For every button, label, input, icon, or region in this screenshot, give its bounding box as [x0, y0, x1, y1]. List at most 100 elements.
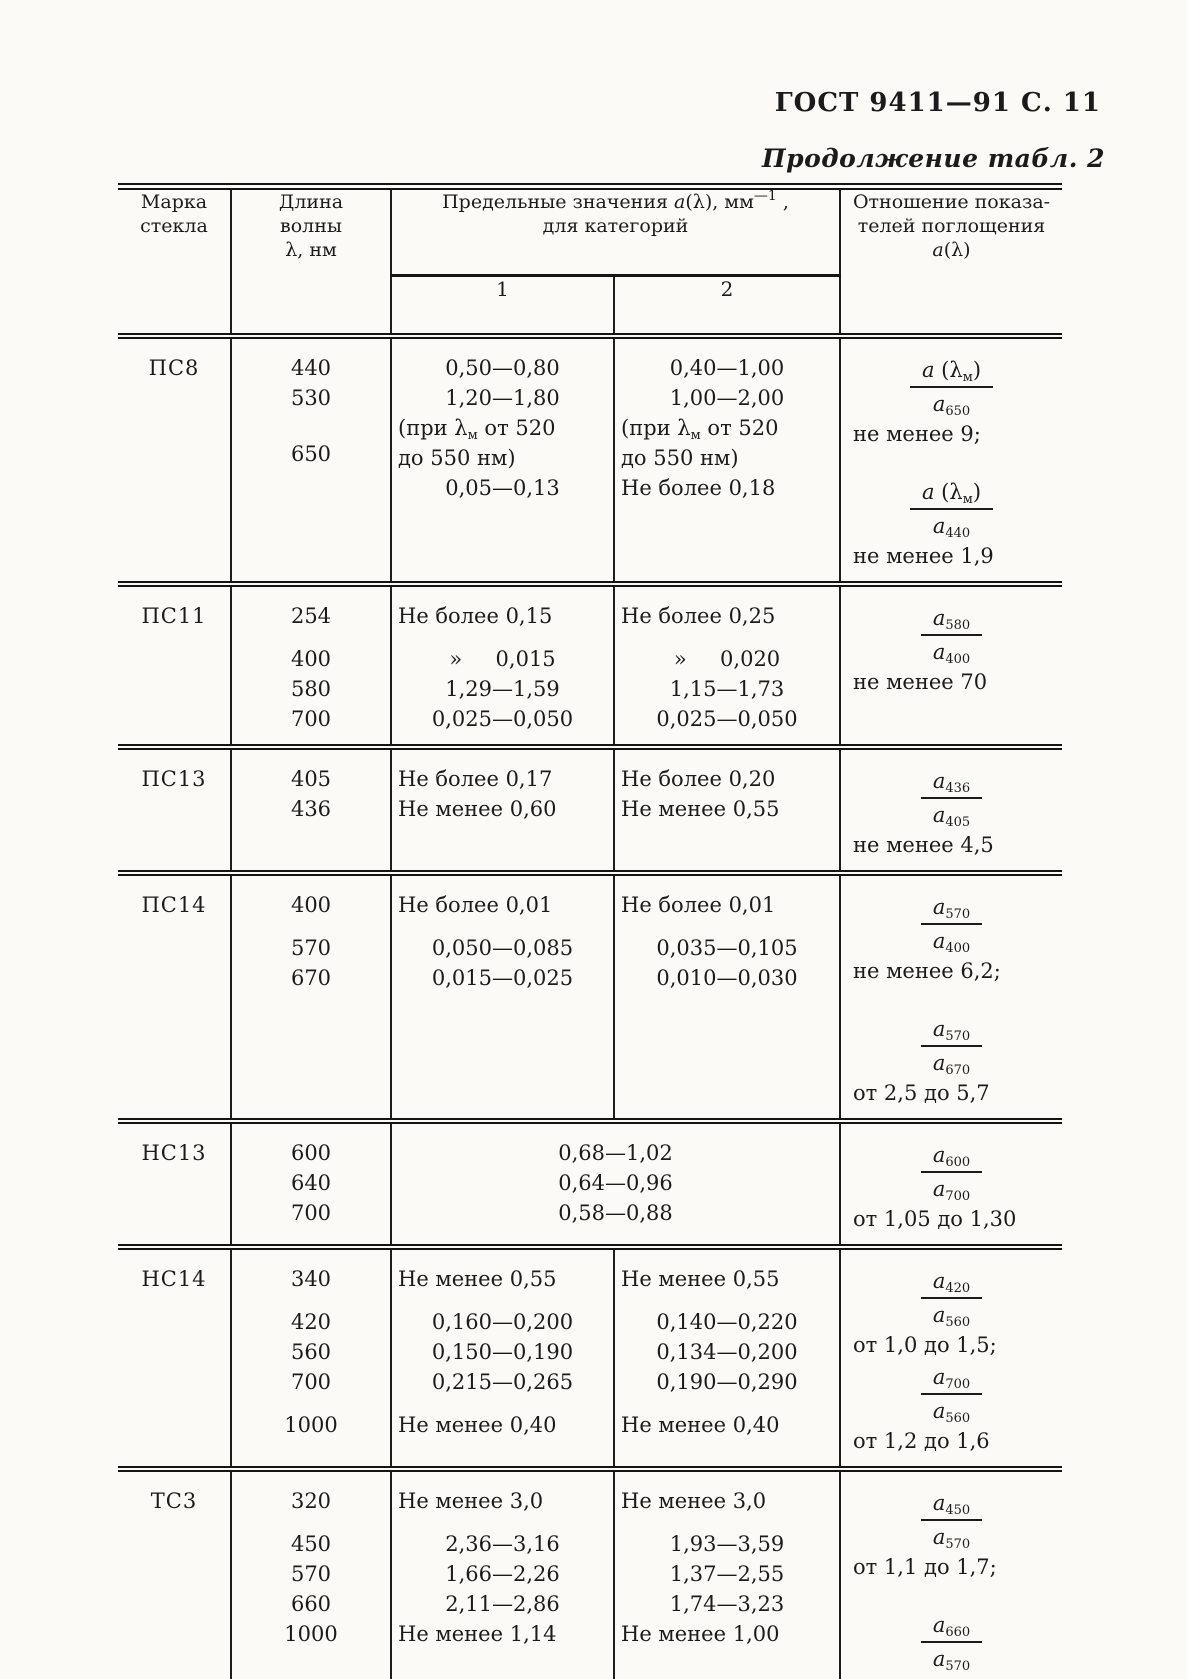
ratio-condition: от 1,2 до 1,6: [853, 1429, 990, 1453]
fraction-denominator: a400: [932, 929, 971, 956]
cell-line: 0,50—0,80: [445, 356, 560, 380]
table-row: НС13 600 640 700 0,68—1,02 0,64—0,96 0,58—0,88…: [118, 1118, 1062, 1247]
category-1-cell: Не менее 0,55 0,160—0,200 0,150—0,190 0,215…: [391, 1244, 615, 1469]
cell-line: Не менее 0,55: [621, 797, 780, 821]
ratio-fraction: a420 a560: [841, 1268, 1062, 1330]
table-row: ПС14 400 570 670 Не более 0,01 0,050—0,085 0,0…: [118, 870, 1062, 1121]
category-2-cell: Не менее 0,55 0,140—0,220 0,134—0,200 0,190…: [614, 1244, 841, 1469]
cell-line: ПС13: [141, 767, 207, 791]
cell-line: Не более 0,01: [398, 893, 553, 917]
cell-line: 436: [290, 797, 332, 821]
ratio-fraction: a436 a405: [841, 768, 1062, 829]
cell-line: НС13: [141, 1141, 207, 1165]
cell-line: 0,215—0,265: [431, 1370, 574, 1394]
doc-reference: ГОСТ 9411—91 С. 11: [774, 88, 1101, 118]
cell-line: 0,150—0,190: [431, 1340, 574, 1364]
cell-gap: [615, 1294, 839, 1307]
ratio-fraction: a600 a700: [841, 1142, 1062, 1203]
cell-line: 450: [290, 1532, 332, 1556]
cell-line: Не более 0,15: [398, 604, 553, 628]
fraction-denominator: a560: [932, 1303, 971, 1330]
wavelength-cell: 440 530 650: [231, 333, 392, 584]
cell-line: Не более 0,25: [621, 604, 776, 628]
absorption-ratio-cell: a420 a560 от 1,0 до 1,5; a700 a560 от 1,2 до …: [840, 1244, 1062, 1469]
cell-line: 570: [290, 1562, 332, 1586]
cell-line: 405: [290, 767, 332, 791]
cell-line: 420: [290, 1310, 332, 1334]
ratio-fraction: a (λм) a440: [841, 479, 1062, 540]
cell-gap: [392, 631, 613, 644]
absorption-ratio-cell: a (λм) a650 не менее 9; a (λм) a440 не менее …: [840, 333, 1062, 584]
cell-gap: [392, 1516, 613, 1529]
ratio-condition: от 2,5 до 5,7: [853, 1081, 990, 1105]
cell-gap: [615, 1397, 839, 1410]
cell-line: 1000: [284, 1622, 338, 1646]
fraction-numerator: a420: [920, 1268, 983, 1299]
category-1-cell: Не более 0,15 » 0,015 1,29—1,59 0,025—0,050: [391, 581, 615, 747]
cell-line: до 550 нм): [621, 446, 739, 470]
ratio-fraction: a580 a400: [841, 605, 1062, 666]
table-row: ПС13 405 436 Не более 0,17 Не менее 0,60 Не б…: [118, 744, 1062, 873]
category-2-cell: Не более 0,25 » 0,020 1,15—1,73 0,025—0,050: [614, 581, 841, 747]
ratio-fraction: a570 a400: [841, 894, 1062, 956]
cell-line: » 0,015: [449, 647, 556, 671]
fraction-numerator: a600: [920, 1142, 983, 1173]
category-2-cell: Не более 0,20 Не менее 0,55: [614, 744, 841, 873]
table-row: ПС8 440 530 650 0,50—0,80 1,20—1,80 (при λм от…: [118, 333, 1062, 584]
cell-gap: [232, 1516, 390, 1529]
cell-line: Не менее 0,55: [398, 1267, 557, 1291]
cell-gap: [232, 426, 390, 439]
category-2-cell: 0,40—1,00 1,00—2,00 (при λм от 520 до 550 н…: [614, 333, 841, 584]
cell-line: 1,37—2,55: [669, 1562, 785, 1586]
cell-line: 0,05—0,13: [445, 476, 560, 500]
fraction-numerator: a (λм): [909, 479, 994, 510]
merged-limits-cell: 0,68—1,02 0,64—0,96 0,58—0,88: [391, 1118, 841, 1247]
cell-line: 0,015—0,025: [431, 966, 574, 990]
glass-grade-cell: НС14: [118, 1244, 232, 1469]
cell-line: 1,15—1,73: [669, 677, 785, 701]
cell-gap: [232, 631, 390, 644]
cell-line: 1,93—3,59: [669, 1532, 785, 1556]
cell-line: 440: [290, 356, 332, 380]
ratio-condition: не менее 9;: [853, 422, 981, 446]
category-1-cell: Не более 0,17 Не менее 0,60: [391, 744, 615, 873]
cell-line: 1,29—1,59: [445, 677, 560, 701]
cell-line: 0,050—0,085: [431, 936, 574, 960]
fraction-numerator: a660: [920, 1612, 983, 1643]
glass-grade-cell: ПС14: [118, 870, 232, 1121]
ratio-fraction: a570 a670: [841, 1016, 1062, 1077]
cell-line: Не менее 0,40: [398, 1413, 557, 1437]
wavelength-cell: 400 570 670: [231, 870, 392, 1121]
cell-gap: [232, 920, 390, 933]
cell-gap: [615, 631, 839, 644]
table-row: ТС3 320 450 570 660 1000 Не менее 3,0 2,36—3,16…: [118, 1466, 1062, 1679]
fraction-denominator: a570: [932, 1525, 971, 1552]
cell-gap: [392, 920, 613, 933]
glass-grade-cell: ПС11: [118, 581, 232, 747]
ratio-fraction: a660 a570: [841, 1612, 1062, 1673]
fraction-numerator: a (λм): [909, 357, 994, 388]
cell-line: 340: [290, 1267, 332, 1291]
fraction-numerator: a580: [920, 605, 983, 636]
cell-line: 0,58—0,88: [558, 1201, 673, 1225]
ratio-condition: от 1,05 до 1,30: [853, 1207, 1017, 1231]
cell-line: Не менее 0,40: [621, 1413, 780, 1437]
cell-line: Не менее 1,14: [398, 1622, 557, 1646]
cell-line: 0,140—0,220: [656, 1310, 798, 1334]
table-caption: Продолжение табл. 2: [762, 144, 1105, 173]
cell-line: ТС3: [150, 1489, 198, 1513]
cell-line: (при λм от 520: [398, 416, 556, 443]
absorption-ratio-cell: a570 a400 не менее 6,2; a570 a670 от 2,5 до 5…: [840, 870, 1062, 1121]
category-2-cell: Не менее 3,0 1,93—3,59 1,37—2,55 1,74—3,23 Н…: [614, 1466, 841, 1679]
cell-line: ПС14: [141, 893, 207, 917]
cell-line: 1,66—2,26: [445, 1562, 560, 1586]
cell-line: 400: [290, 647, 332, 671]
cell-line: 0,134—0,200: [656, 1340, 798, 1364]
cell-line: » 0,020: [673, 647, 781, 671]
cell-line: НС14: [141, 1267, 207, 1291]
cell-line: 0,010—0,030: [656, 966, 798, 990]
cell-line: Не менее 1,00: [621, 1622, 780, 1646]
fraction-numerator: a436: [920, 768, 983, 799]
cell-gap: [615, 920, 839, 933]
